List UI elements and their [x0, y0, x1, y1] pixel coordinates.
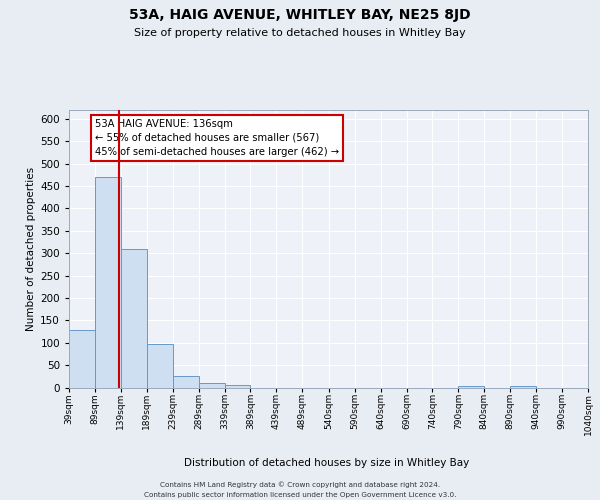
Text: 53A HAIG AVENUE: 136sqm
← 55% of detached houses are smaller (567)
45% of semi-d: 53A HAIG AVENUE: 136sqm ← 55% of detache… — [95, 119, 339, 157]
Text: Contains HM Land Registry data © Crown copyright and database right 2024.: Contains HM Land Registry data © Crown c… — [160, 481, 440, 488]
Bar — [199, 383, 224, 388]
Bar — [173, 376, 199, 388]
Bar — [95, 177, 121, 388]
Text: Contains public sector information licensed under the Open Government Licence v3: Contains public sector information licen… — [144, 492, 456, 498]
Bar — [121, 248, 147, 388]
Text: Distribution of detached houses by size in Whitley Bay: Distribution of detached houses by size … — [184, 458, 470, 468]
Text: 53A, HAIG AVENUE, WHITLEY BAY, NE25 8JD: 53A, HAIG AVENUE, WHITLEY BAY, NE25 8JD — [129, 8, 471, 22]
Bar — [147, 344, 173, 388]
Bar — [224, 386, 250, 388]
Text: Size of property relative to detached houses in Whitley Bay: Size of property relative to detached ho… — [134, 28, 466, 38]
Bar — [458, 386, 484, 388]
Bar — [69, 330, 95, 388]
Y-axis label: Number of detached properties: Number of detached properties — [26, 166, 36, 331]
Bar — [510, 386, 536, 388]
